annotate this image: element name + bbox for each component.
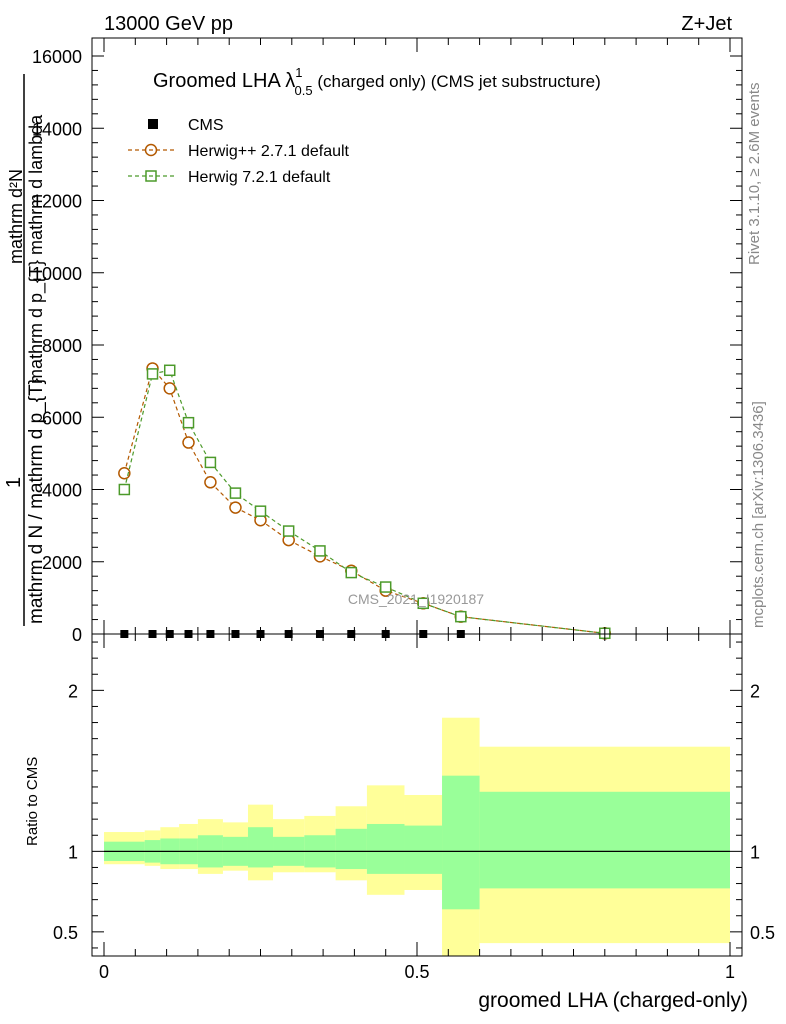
main-plot-panel: 0 2000 4000 6000 8000 10000 12000 14000 16000 CM… <box>3 37 743 645</box>
ratio-y-ticklabel: 2 <box>68 681 78 701</box>
ratio-y-ticklabel-right: 2 <box>750 681 760 701</box>
main-y-ticklabel: 0 <box>72 625 82 645</box>
herwig7-point <box>229 487 242 499</box>
chart-title-rest: (charged only) (CMS jet substructure) <box>313 72 601 91</box>
herwig7-point <box>379 581 392 593</box>
series-line-1 <box>123 367 605 634</box>
legend-marker-cms <box>148 119 158 129</box>
herwig7-point <box>118 483 131 496</box>
y-label-denominator: mathrm d N / mathrm d p_{T} <box>26 378 47 624</box>
ratio-inner-band <box>404 825 443 874</box>
herwigpp-point <box>118 466 131 480</box>
x-ticklabel: 1 <box>725 962 735 982</box>
rivet-label: Rivet 3.1.10, ≥ 2.6M events <box>746 83 763 266</box>
ratio-y-ticklabel: 1 <box>68 842 78 862</box>
main-y-ticklabel: 6000 <box>42 408 82 428</box>
main-y-ticklabel: 16000 <box>32 47 82 67</box>
x-ticklabel: 0 <box>99 962 109 982</box>
herwig7-point <box>163 364 176 377</box>
main-y-ticklabel: 14000 <box>32 119 82 139</box>
herwig7-point <box>345 566 358 579</box>
main-y-ticklabel: 2000 <box>42 553 82 573</box>
herwigpp-point <box>182 436 195 449</box>
ratio-inner-band <box>479 791 730 889</box>
header-right: Z+Jet <box>681 13 732 35</box>
herwigpp-point <box>229 501 242 514</box>
herwig7-point <box>314 545 326 557</box>
ratio-plot-panel: 0.5 0.5 1 1 2 2 0 0.5 1 Ratio to CMS groomed LHA… <box>24 633 775 1012</box>
legend: CMS Herwig++ 2.7.1 default Herwig 7.2.1 … <box>128 117 350 186</box>
chart-title-sup: 1 <box>295 65 302 80</box>
legend-marker-herwigpp <box>144 143 158 157</box>
ratio-plot-content <box>104 717 730 956</box>
watermark: CMS_2021_I1920187 <box>348 591 484 607</box>
y-label-numerator: mathrm d²N <box>6 169 26 264</box>
herwigpp-point <box>163 382 176 395</box>
chart-title-sub: 0.5 <box>295 83 313 98</box>
chart-title: Groomed LHA λ1 0.5 (charged only) (CMS je… <box>153 65 601 98</box>
x-ticklabel: 0.5 <box>404 962 429 982</box>
y-label-numerator-sub: mathrm d p_{T} mathrm d lambda <box>26 114 47 384</box>
series-line-2 <box>123 369 605 634</box>
ratio-y-ticklabel-right: 1 <box>750 842 760 862</box>
chart-title-main: Groomed LHA <box>153 70 285 92</box>
ratio-y-ticklabel-right: 0.5 <box>750 923 775 943</box>
herwig7-point <box>182 416 195 429</box>
herwig7-point <box>417 597 430 610</box>
herwig7-point <box>146 368 159 380</box>
header-left: 13000 GeV pp <box>104 13 233 35</box>
mcplots-label: mcplots.cern.ch [arXiv:1306.3436] <box>750 401 767 628</box>
ratio-inner-band <box>442 775 480 910</box>
legend-marker-herwig7 <box>145 170 157 182</box>
herwig7-point <box>455 610 467 623</box>
legend-label-herwigpp: Herwig++ 2.7.1 default <box>188 143 350 160</box>
herwig7-point <box>282 525 295 537</box>
main-y-ticklabel: 8000 <box>42 336 82 356</box>
ratio-y-label: Ratio to CMS <box>24 757 41 846</box>
legend-label-cms: CMS <box>188 117 224 134</box>
herwigpp-point <box>204 476 217 489</box>
legend-label-herwig7: Herwig 7.2.1 default <box>188 169 331 186</box>
main-plot-content <box>118 362 612 640</box>
ratio-inner-band <box>247 827 274 868</box>
herwig7-point <box>204 456 217 469</box>
ratio-axes: 0.5 0.5 1 1 2 2 0 0.5 1 <box>53 634 775 982</box>
ratio-y-ticklabel: 0.5 <box>53 923 78 943</box>
main-y-label: 1 mathrm d N / mathrm d p_{T} mathrm d²N… <box>3 74 47 626</box>
x-axis-label: groomed LHA (charged-only) <box>478 989 748 1012</box>
main-y-ticklabel: 12000 <box>32 192 82 212</box>
chart-title-lambda: λ <box>285 70 295 92</box>
main-y-ticklabel: 10000 <box>32 264 82 284</box>
y-label-prefix: 1 <box>3 477 25 488</box>
main-axes: 0 2000 4000 6000 8000 10000 12000 14000 16000 <box>32 38 742 645</box>
ratio-inner-band <box>335 828 367 870</box>
herwig7-point <box>254 505 267 517</box>
main-y-ticklabel: 4000 <box>42 481 82 501</box>
ratio-inner-band <box>366 823 405 874</box>
